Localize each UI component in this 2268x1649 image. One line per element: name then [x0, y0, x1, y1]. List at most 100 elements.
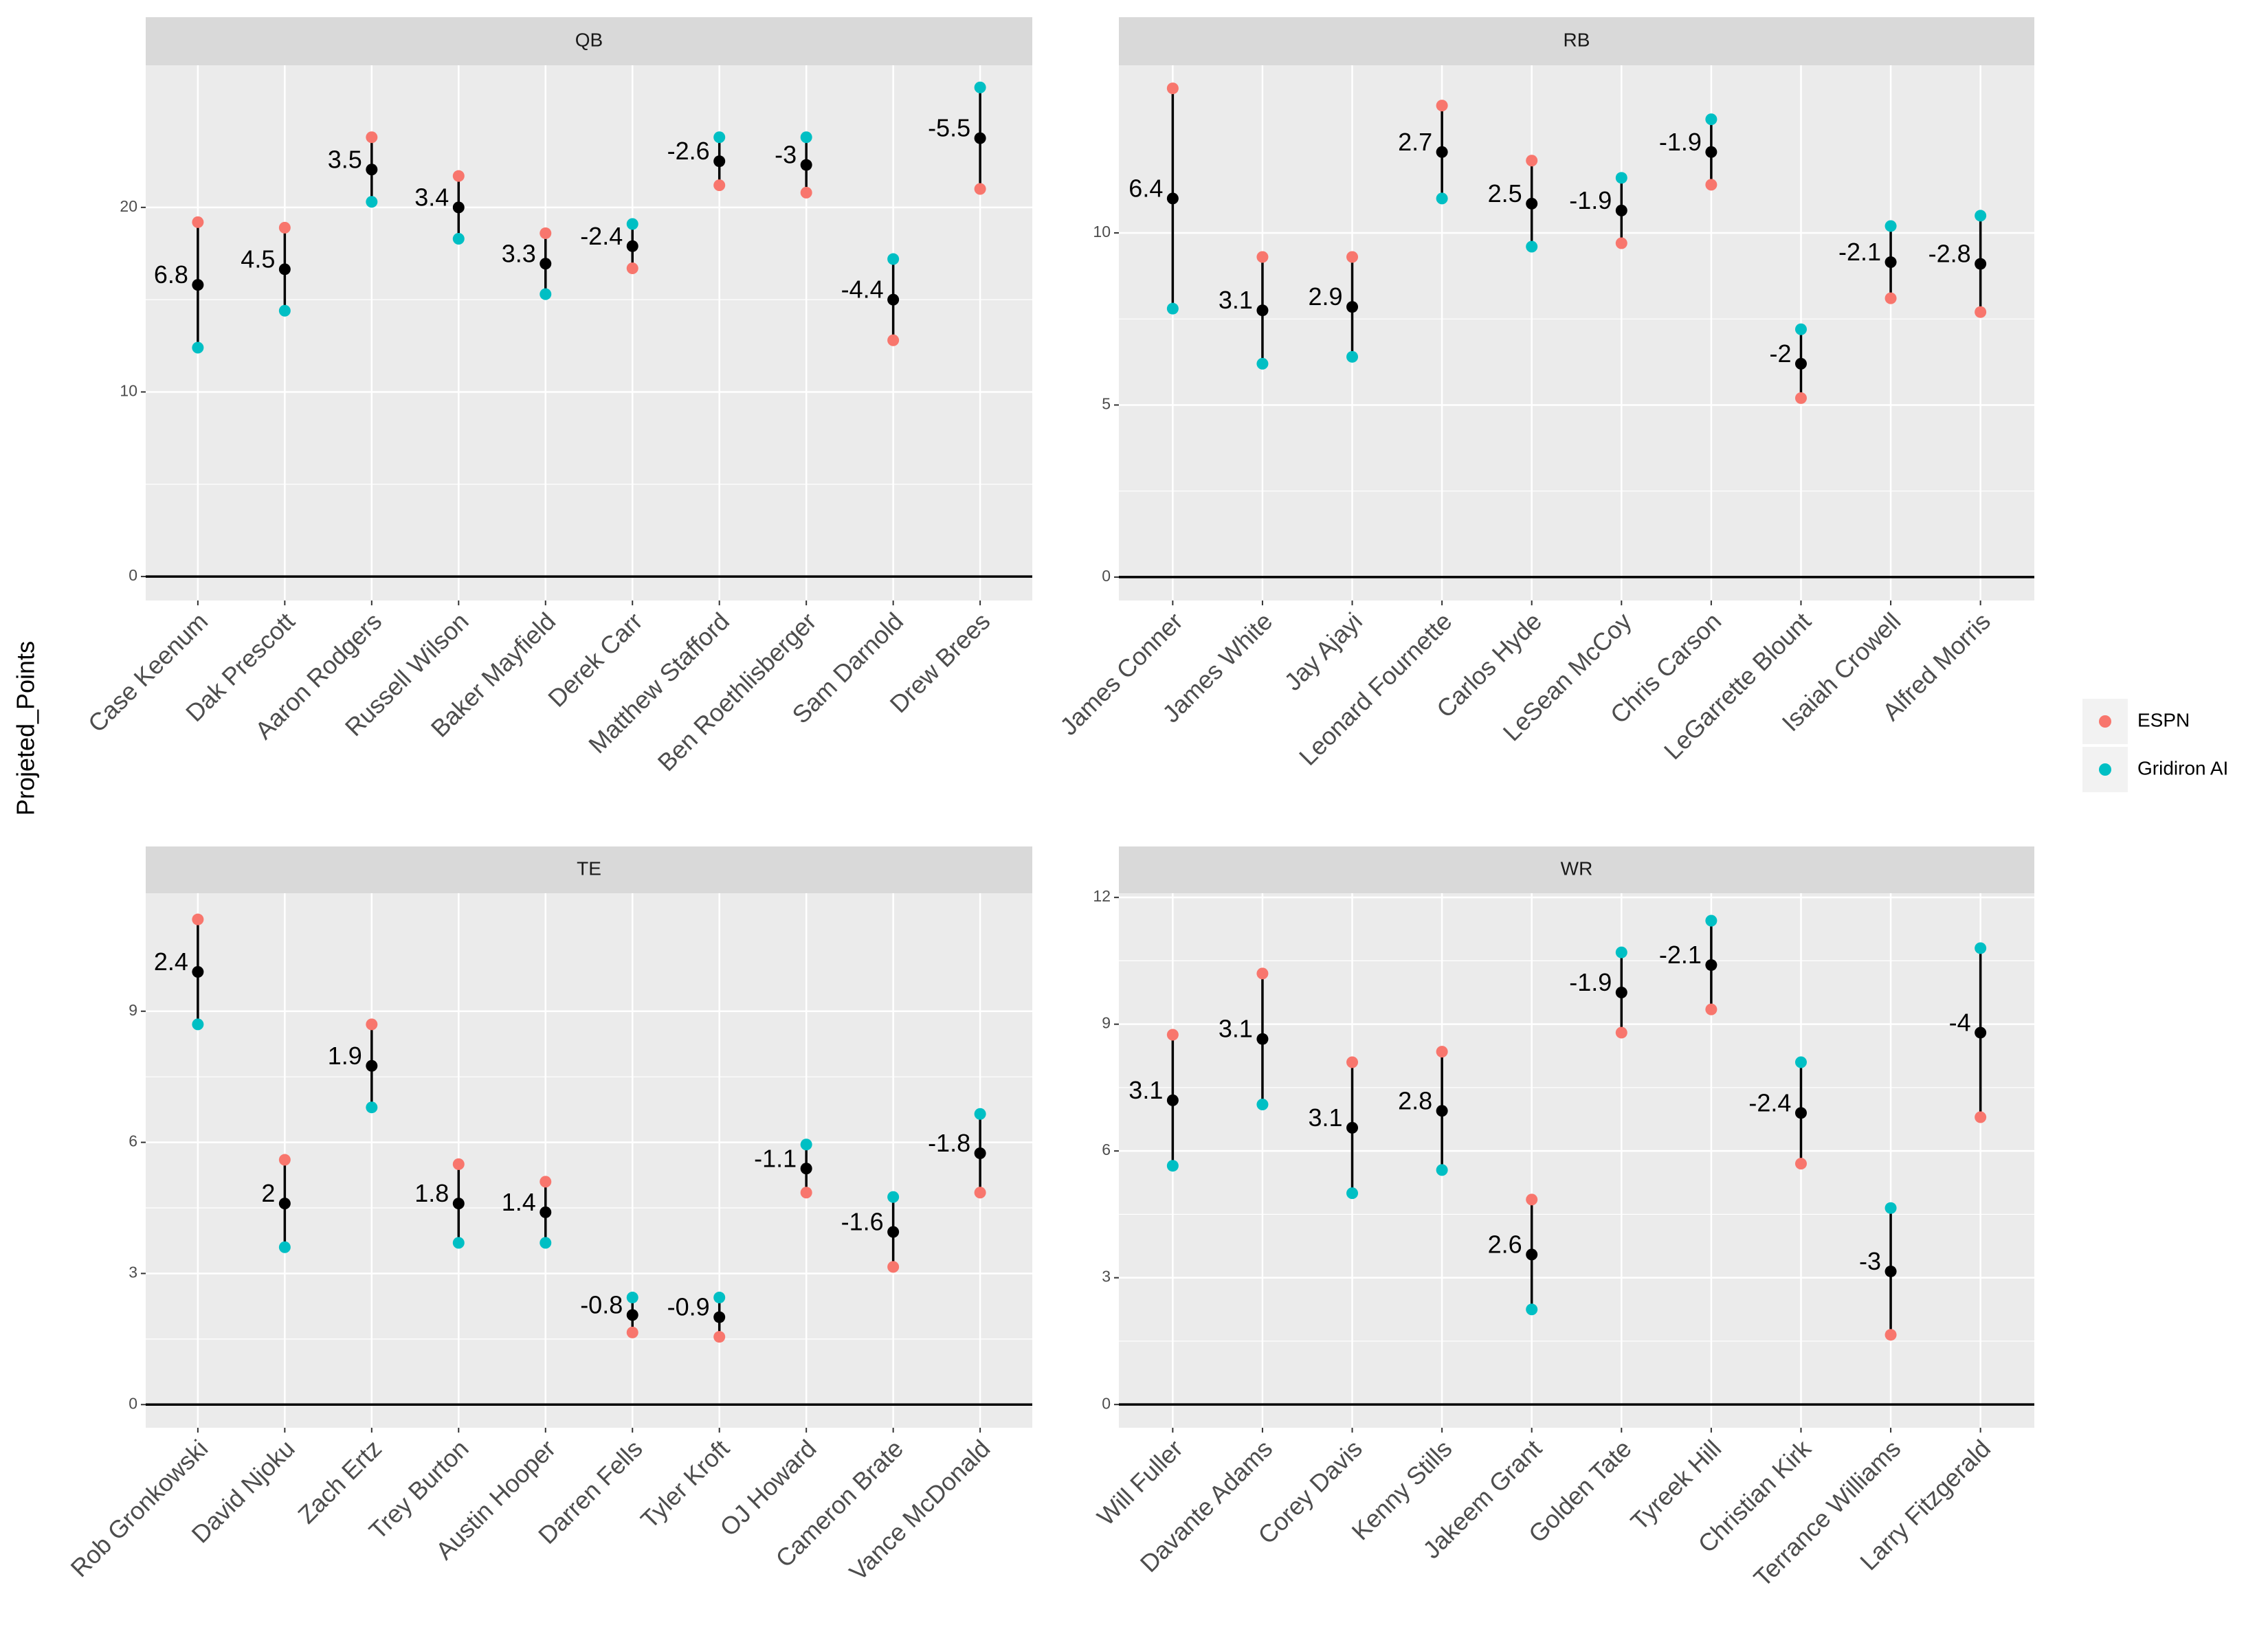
difference-label: -4	[1949, 1008, 1971, 1036]
difference-label: -1.8	[928, 1129, 970, 1157]
midpoint	[1794, 1107, 1807, 1119]
midpoint	[800, 159, 812, 171]
point	[452, 1237, 465, 1249]
difference-label: 2.8	[1398, 1086, 1432, 1114]
point	[366, 131, 378, 144]
point	[366, 196, 378, 208]
legend-marker	[2099, 715, 2111, 728]
difference-label: -5.5	[928, 114, 970, 142]
x-tick-label: Rob Gronkowski	[65, 1434, 214, 1582]
difference-label: 3.5	[328, 145, 362, 173]
point	[887, 334, 900, 346]
point	[713, 1331, 726, 1343]
difference-label: 3.4	[414, 183, 449, 211]
difference-label: -3	[1859, 1247, 1881, 1275]
point	[1975, 210, 1987, 222]
facet-title: QB	[575, 29, 603, 50]
difference-label: -1.9	[1569, 968, 1612, 996]
point	[1705, 113, 1717, 126]
difference-label: 4.5	[241, 245, 275, 273]
point	[1526, 1193, 1538, 1206]
strip	[146, 846, 1032, 893]
point	[1885, 1329, 1897, 1341]
point	[192, 216, 204, 228]
y-tick-label: 10	[1093, 223, 1111, 240]
facet-title: WR	[1561, 857, 1593, 879]
point	[1166, 1029, 1179, 1041]
strip	[146, 17, 1032, 65]
point	[1256, 357, 1269, 370]
y-tick-label: 9	[129, 1001, 137, 1019]
point	[1615, 172, 1627, 184]
strip	[1119, 846, 2034, 893]
difference-label: -2.1	[1659, 941, 1702, 969]
point	[1256, 1099, 1269, 1111]
point	[540, 288, 552, 300]
difference-label: -0.8	[580, 1290, 623, 1319]
midpoint	[1794, 357, 1807, 370]
point	[1705, 1003, 1717, 1016]
midpoint	[1885, 1265, 1897, 1277]
midpoint	[800, 1163, 812, 1175]
point	[1794, 392, 1807, 404]
x-tick-label: Ben Roethlisberger	[652, 607, 822, 776]
point	[887, 1191, 900, 1203]
y-tick-label: 12	[1093, 887, 1111, 905]
y-tick-label: 10	[120, 382, 137, 400]
y-tick-label: 3	[1102, 1268, 1111, 1286]
midpoint	[1166, 1094, 1179, 1106]
midpoint	[278, 1198, 291, 1210]
difference-label: 3.1	[1308, 1103, 1342, 1132]
legend-marker	[2099, 763, 2111, 776]
legend-label: ESPN	[2137, 709, 2190, 730]
difference-label: 3.1	[1129, 1076, 1163, 1104]
y-tick-label: 20	[120, 197, 137, 215]
y-tick-label: 0	[129, 566, 137, 584]
y-tick-label: 6	[129, 1132, 137, 1150]
midpoint	[1436, 146, 1448, 158]
x-tick-label: James Conner	[1054, 607, 1188, 741]
point	[452, 233, 465, 245]
y-tick-label: 3	[129, 1264, 137, 1281]
y-axis-label: Projeted_Points	[12, 641, 40, 816]
point	[1975, 942, 1987, 954]
facet-title: RB	[1564, 29, 1590, 50]
midpoint	[1346, 1121, 1359, 1134]
point	[1346, 1056, 1359, 1068]
point	[887, 253, 900, 265]
point	[1436, 1164, 1448, 1176]
x-tick-label: Will Fuller	[1091, 1434, 1188, 1531]
point	[974, 81, 986, 93]
point	[713, 1291, 726, 1303]
point	[1794, 1158, 1807, 1170]
point	[1256, 251, 1269, 263]
midpoint	[1346, 301, 1359, 313]
point	[1526, 155, 1538, 167]
difference-label: -1.6	[841, 1208, 884, 1236]
midpoint	[713, 155, 726, 168]
point	[192, 1018, 204, 1031]
difference-label: 2.4	[154, 947, 188, 976]
point	[452, 1158, 465, 1170]
midpoint	[1256, 1033, 1269, 1045]
x-tick-label: Jay Ajayi	[1278, 607, 1367, 695]
midpoint	[1975, 1027, 1987, 1039]
point	[1705, 179, 1717, 191]
midpoint	[626, 1309, 638, 1321]
midpoint	[192, 966, 204, 978]
point	[1346, 1187, 1359, 1200]
difference-label: 2.6	[1488, 1230, 1522, 1258]
point	[366, 1018, 378, 1031]
difference-label: -2.6	[667, 137, 710, 165]
panel	[146, 893, 1032, 1428]
difference-label: -0.9	[667, 1293, 710, 1321]
point	[626, 1291, 638, 1303]
difference-label: -2	[1769, 339, 1791, 368]
difference-label: 1.4	[502, 1188, 536, 1216]
midpoint	[1526, 1248, 1538, 1261]
legend-label: Gridiron AI	[2137, 757, 2228, 778]
point	[278, 221, 291, 234]
midpoint	[192, 279, 204, 291]
difference-label: -2.4	[1748, 1088, 1791, 1117]
y-tick-label: 0	[1102, 567, 1111, 585]
